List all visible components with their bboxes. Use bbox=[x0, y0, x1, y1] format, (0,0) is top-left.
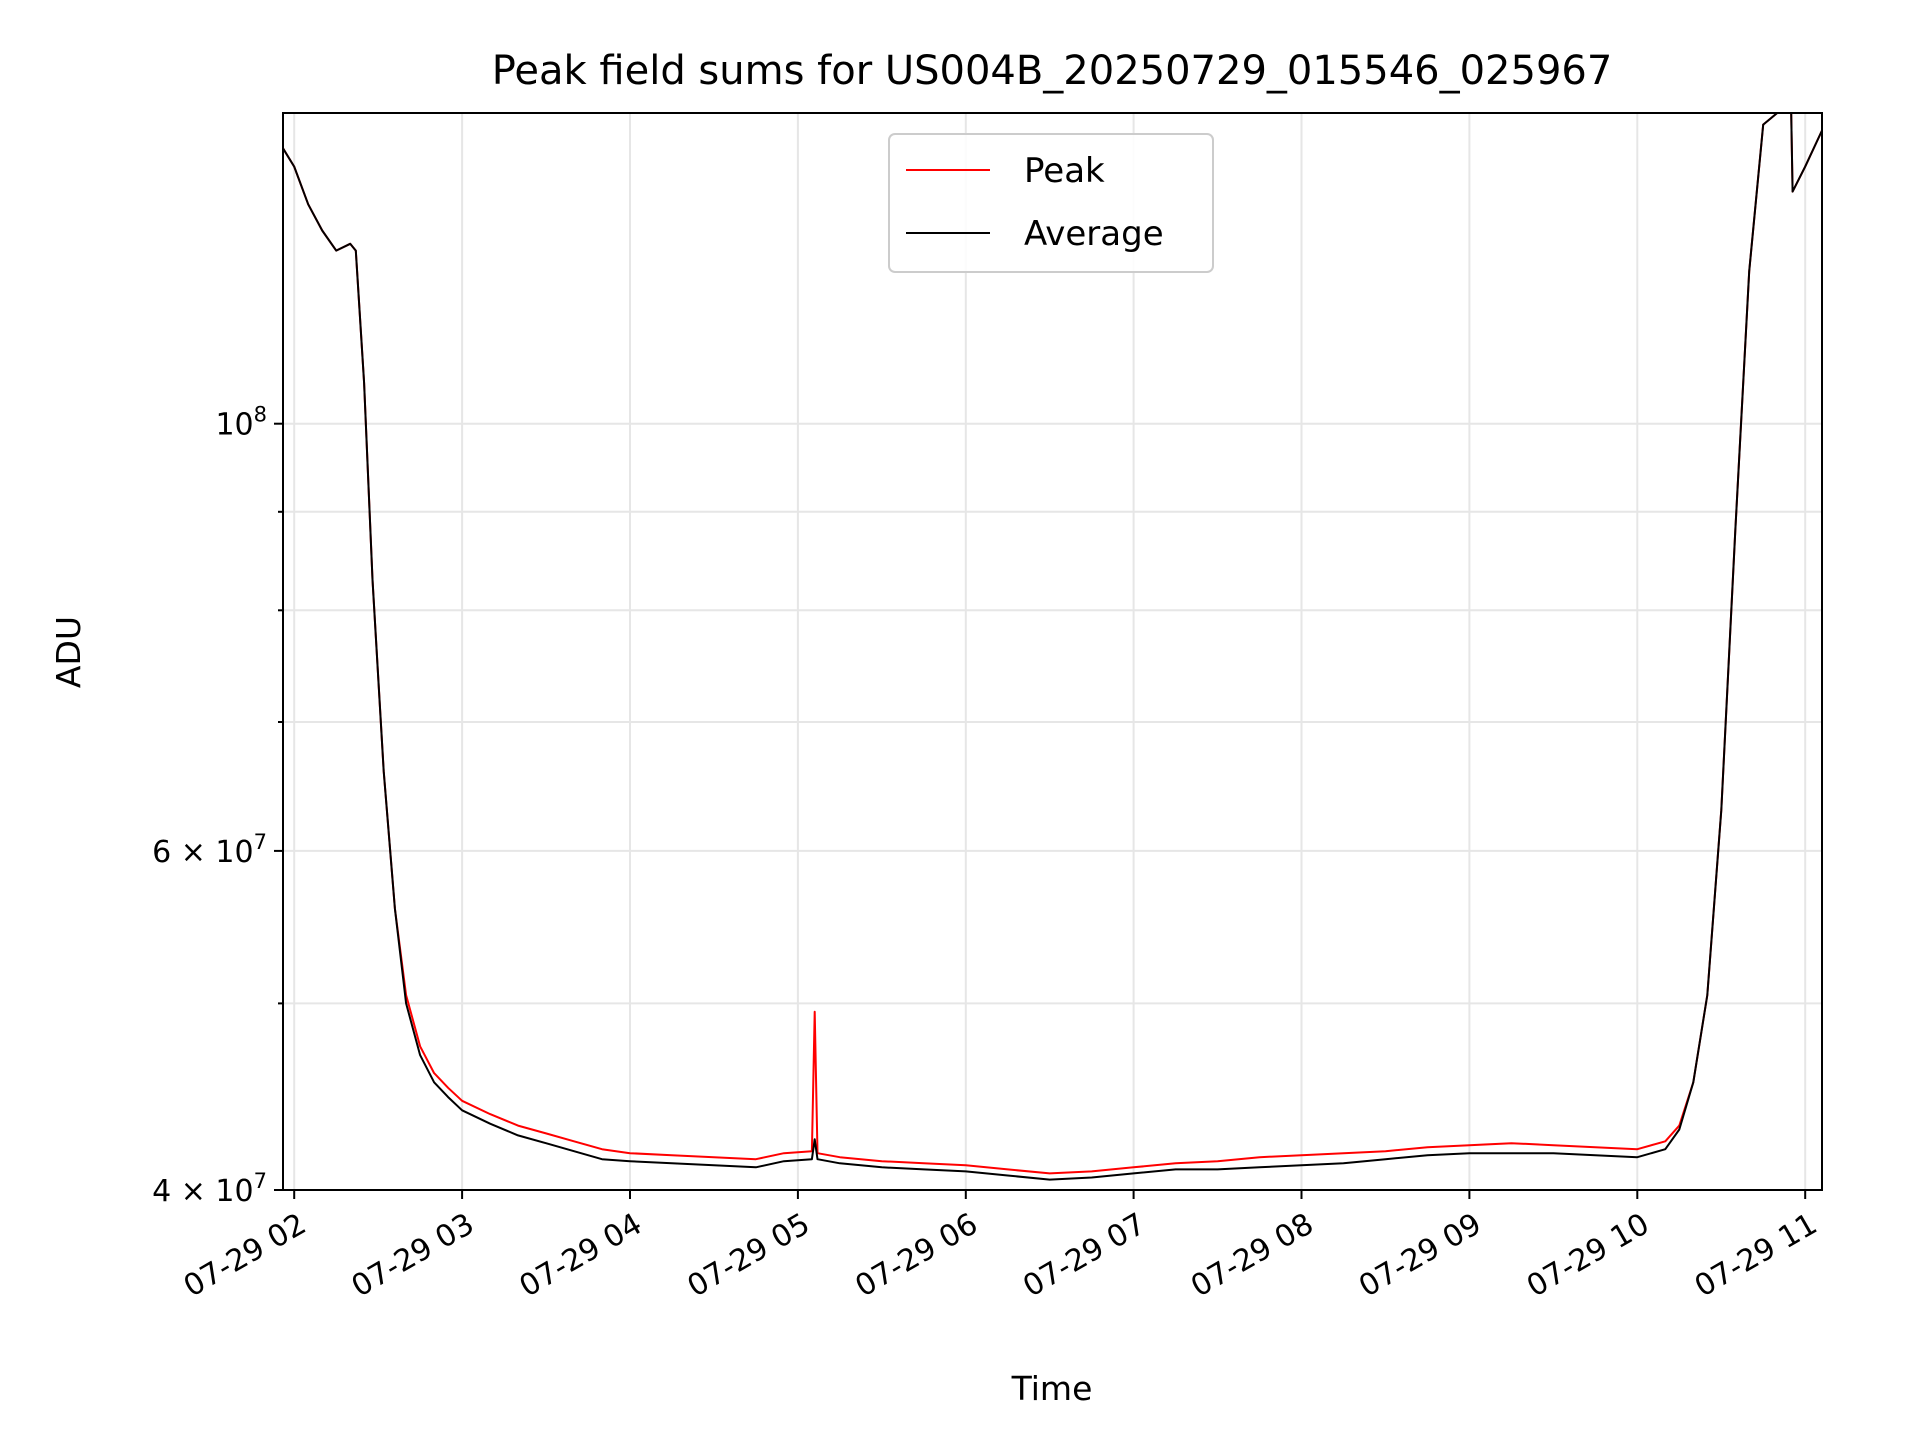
chart-title: Peak field sums for US004B_20250729_0155… bbox=[492, 48, 1613, 94]
y-axis-label: ADU bbox=[49, 616, 88, 688]
series-line-average bbox=[282, 112, 1823, 1181]
plot-frame bbox=[282, 112, 1823, 1191]
y-tick-label: 4 × 107 bbox=[152, 1169, 267, 1209]
y-tick-label: 6 × 107 bbox=[152, 830, 267, 870]
legend: Peak Average bbox=[888, 133, 1214, 273]
plot-series bbox=[282, 112, 1823, 1181]
legend-box bbox=[888, 133, 1214, 273]
legend-label-peak: Peak bbox=[1024, 151, 1105, 191]
x-axis-label: Time bbox=[1011, 1369, 1093, 1408]
legend-label-average: Average bbox=[1024, 214, 1164, 254]
